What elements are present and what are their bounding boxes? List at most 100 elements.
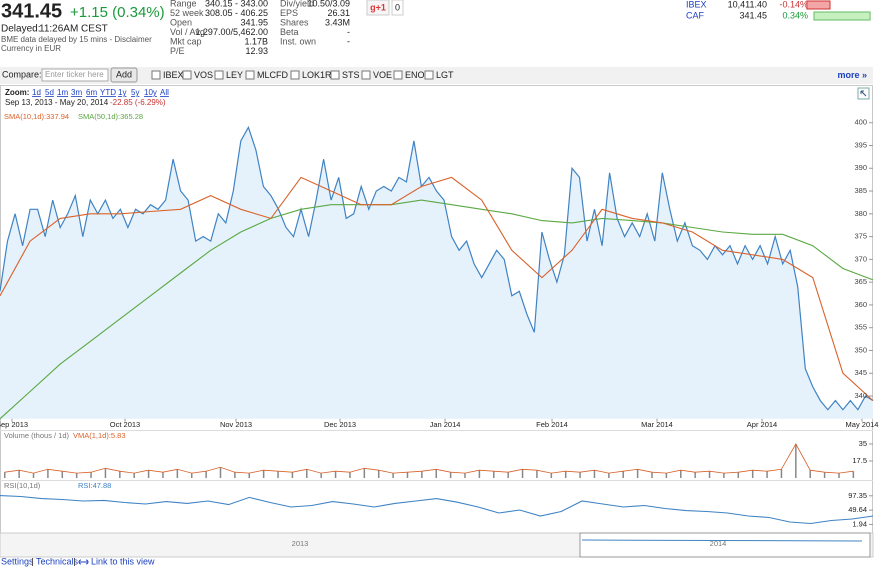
- more-link[interactable]: more »: [837, 70, 867, 80]
- zoom-option[interactable]: All: [160, 88, 169, 97]
- settings-link[interactable]: Settings: [1, 556, 34, 566]
- stat-label: P/E: [170, 46, 185, 56]
- volume-bar: [579, 472, 581, 478]
- add-label: Add: [116, 69, 132, 79]
- stat-label: 52 week: [170, 8, 204, 18]
- volume-bar: [449, 472, 452, 478]
- ticker-label: LGT: [436, 70, 454, 80]
- volume-bar: [521, 469, 524, 478]
- volume-bar: [665, 473, 668, 478]
- stat-value: 340.15 - 343.00: [205, 0, 268, 8]
- volume-bar: [75, 473, 78, 478]
- volume-bar: [190, 473, 193, 478]
- ticker-label: VOE: [373, 70, 392, 80]
- ticker-label: LOK1R: [302, 70, 332, 80]
- status: Delayed:: [1, 24, 40, 35]
- volume-bar: [61, 471, 64, 478]
- link-view[interactable]: Link to this view: [91, 556, 155, 566]
- rsi-tick-label: 49.64: [848, 505, 867, 514]
- volume-bar: [205, 471, 207, 478]
- zoom-option[interactable]: 5y: [131, 88, 139, 97]
- checkbox[interactable]: [330, 70, 340, 80]
- sma50-legend: SMA(50,1d):365.28: [78, 112, 143, 121]
- volume-bar: [291, 472, 294, 478]
- volume-bar: [406, 472, 409, 478]
- navigator-window[interactable]: [579, 532, 871, 558]
- link-icon: [78, 559, 89, 565]
- zoom-option[interactable]: 10y: [144, 88, 157, 97]
- checkbox[interactable]: [361, 70, 371, 80]
- x-tick-label: Nov 2013: [220, 420, 252, 429]
- ticker-input[interactable]: [41, 68, 109, 82]
- y-tick-label: 360: [854, 300, 867, 309]
- stat-value: -: [347, 27, 350, 37]
- volume-bar: [334, 471, 337, 478]
- index-value: 10,411.40: [728, 0, 767, 9]
- volume-bar: [421, 471, 423, 478]
- volume-bar: [119, 471, 121, 478]
- x-tick-label: Apr 2014: [747, 420, 777, 429]
- volume-bar: [306, 469, 308, 478]
- index-name[interactable]: IBEX: [686, 0, 707, 9]
- y-tick-label: 400: [854, 118, 867, 127]
- rsi-label: RSI(10,1d): [4, 481, 41, 490]
- compare-label: Compare:: [2, 69, 42, 79]
- zoom-option[interactable]: 1m: [57, 88, 68, 97]
- volume-bar: [694, 472, 696, 478]
- x-tick-label: Oct 2013: [110, 420, 140, 429]
- zoom-option[interactable]: 6m: [86, 88, 97, 97]
- checkbox[interactable]: [245, 70, 255, 80]
- checkbox[interactable]: [393, 70, 403, 80]
- volume-bar: [809, 470, 811, 478]
- sma10-legend: SMA(10,1d):337.94: [4, 112, 69, 121]
- zoom-option[interactable]: 3m: [71, 88, 82, 97]
- ticker-label: VOS: [194, 70, 213, 80]
- ticker-placeholder: Enter ticker here: [45, 70, 104, 79]
- vma-line: [4, 443, 854, 474]
- y-tick-label: 390: [854, 163, 867, 172]
- volume-bar: [234, 472, 236, 478]
- ticker-label: MLCFD: [257, 70, 288, 80]
- stat-value: 3.43M: [325, 17, 350, 27]
- zoom-option[interactable]: 1y: [118, 88, 126, 97]
- checkbox[interactable]: [214, 70, 224, 80]
- volume-bar: [219, 467, 222, 478]
- volume-bar: [780, 469, 783, 478]
- volume-bar: [723, 473, 725, 478]
- volume-bar: [550, 473, 553, 478]
- navigator-year: 2014: [710, 539, 727, 548]
- stat-label: EPS: [280, 8, 298, 18]
- checkbox[interactable]: [151, 70, 161, 80]
- zoom-option[interactable]: YTD: [100, 88, 116, 97]
- checkbox[interactable]: [290, 70, 300, 80]
- ticker-label: ENO: [405, 70, 425, 80]
- index-name[interactable]: CAF: [686, 10, 705, 20]
- currency: Currency in EUR: [1, 44, 61, 53]
- zoom-option[interactable]: 1d: [32, 88, 41, 97]
- plus-button[interactable]: [366, 0, 390, 16]
- x-tick-label: Sep 2013: [0, 420, 28, 429]
- volume-bar: [162, 472, 164, 478]
- technicals-link[interactable]: Technicals: [36, 556, 79, 566]
- rsi-tick-label: 1.94: [852, 519, 867, 528]
- volume-tick-label: 35: [859, 439, 867, 448]
- ticker-label: LEY: [226, 70, 243, 80]
- stat-value: 1.17B: [244, 36, 268, 46]
- y-tick-label: 345: [854, 368, 867, 377]
- price-area: [0, 127, 873, 419]
- volume-bar: [320, 473, 322, 478]
- stat-value: 308.05 - 406.25: [205, 8, 268, 18]
- vma-label: VMA(1,1d):5.83: [73, 431, 126, 440]
- expand-arrow: [860, 90, 867, 97]
- y-tick-label: 385: [854, 186, 867, 195]
- y-tick-label: 395: [854, 140, 867, 149]
- volume-tick-label: 17.5: [852, 456, 867, 465]
- volume-bar: [564, 471, 567, 478]
- add-button[interactable]: [110, 67, 138, 83]
- zoom-option[interactable]: 5d: [45, 88, 54, 97]
- checkbox[interactable]: [182, 70, 192, 80]
- volume-bar: [708, 471, 711, 478]
- checkbox[interactable]: [424, 70, 434, 80]
